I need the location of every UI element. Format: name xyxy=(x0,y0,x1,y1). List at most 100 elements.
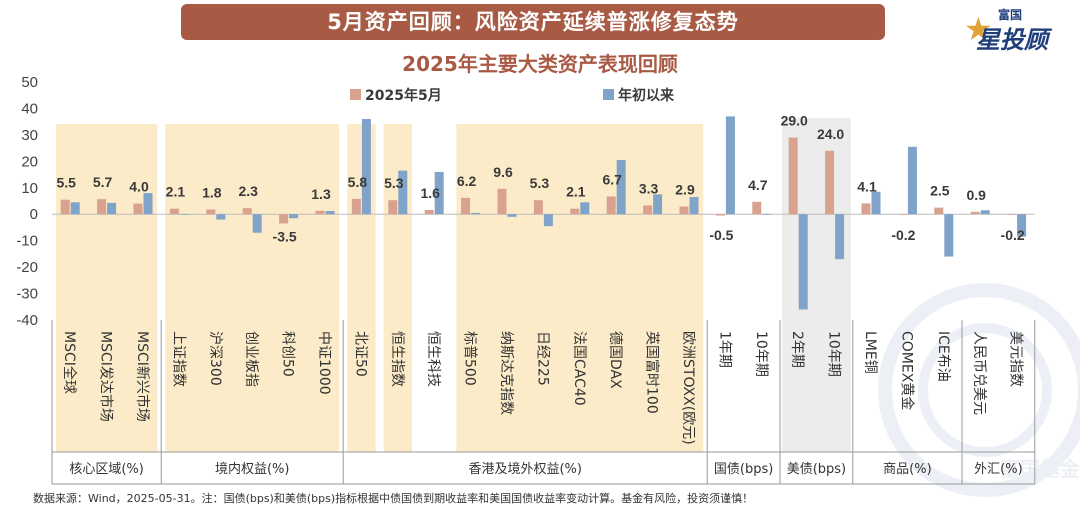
category-label: 10年期 xyxy=(826,331,842,377)
bar-may xyxy=(788,137,798,215)
bar-ytd xyxy=(107,202,117,215)
y-tick-label: 20 xyxy=(21,153,38,170)
bar-ytd xyxy=(580,202,590,215)
bar-ytd xyxy=(980,210,990,215)
bar-ytd xyxy=(944,214,954,257)
bar-ytd xyxy=(907,146,917,215)
bar-ytd xyxy=(398,170,408,215)
category-label: 2年期 xyxy=(789,331,805,368)
category-label: LME铜 xyxy=(862,331,878,374)
banner-title: 5月资产回顾：风险资产延续普涨修复态势 xyxy=(327,10,739,34)
bar-may xyxy=(533,200,543,215)
y-tick-label: -30 xyxy=(16,286,38,303)
category-label: 科创50 xyxy=(280,331,296,377)
y-tick-label: 40 xyxy=(21,100,38,117)
category-label: 美元指数 xyxy=(1008,331,1024,387)
group-label: 商品(%) xyxy=(883,462,932,477)
bar-ytd xyxy=(798,214,808,310)
data-label: 2.5 xyxy=(930,183,950,199)
data-label: 5.8 xyxy=(348,174,368,190)
data-label: -0.2 xyxy=(1001,227,1025,243)
y-tick-label: -10 xyxy=(16,233,38,250)
data-label: 6.7 xyxy=(602,172,622,188)
bar-ytd xyxy=(179,214,189,215)
bar-ytd xyxy=(616,160,626,215)
logo-small-text: 富国 xyxy=(998,8,1023,22)
bar-may xyxy=(970,211,980,215)
bar-ytd xyxy=(361,119,371,215)
category-label: 英国富时100 xyxy=(644,331,661,414)
legend-swatch xyxy=(603,89,614,100)
data-label: 5.3 xyxy=(530,175,550,191)
brand-logo: ★ 富国 星投顾 xyxy=(962,4,1074,54)
data-label: 0.9 xyxy=(966,187,986,203)
data-label: -3.5 xyxy=(273,228,297,244)
y-tick-label: 10 xyxy=(21,180,38,197)
highlight-band xyxy=(456,124,704,452)
group-label: 美债(bps) xyxy=(787,462,846,477)
group-label: 国债(bps) xyxy=(714,462,773,477)
y-tick-label: -40 xyxy=(16,312,38,329)
bar-ytd xyxy=(835,214,845,260)
data-label: 2.1 xyxy=(166,184,186,200)
data-label: 29.0 xyxy=(781,113,808,129)
bar-may xyxy=(315,210,325,215)
bar-may xyxy=(897,214,907,215)
group-label: 香港及境外权益(%) xyxy=(468,461,582,477)
data-label: 24.0 xyxy=(817,126,844,142)
highlight-band xyxy=(165,124,340,452)
data-label: 3.3 xyxy=(639,180,659,196)
chart-title: 2025年主要大类资产表现回顾 xyxy=(402,52,678,76)
bar-may xyxy=(934,207,944,215)
legend-label: 年初以来 xyxy=(618,87,675,104)
bar-may xyxy=(242,208,252,215)
category-label: 纳斯达克指数 xyxy=(498,331,514,415)
y-tick-label: 30 xyxy=(21,127,38,144)
bar-may xyxy=(606,196,616,215)
highlight-band xyxy=(56,124,158,452)
bar-ytd xyxy=(762,214,772,215)
data-label: 2.1 xyxy=(566,184,586,200)
group-label: 核心区域(%) xyxy=(69,462,144,477)
data-label: 6.2 xyxy=(457,173,477,189)
bar-ytd xyxy=(434,171,444,215)
bar-may xyxy=(861,203,871,215)
bar-may xyxy=(60,199,70,215)
category-label: 沪深300 xyxy=(207,331,223,386)
data-label: 4.1 xyxy=(857,178,877,194)
bar-ytd xyxy=(70,202,80,215)
logo-big-text: 星投顾 xyxy=(976,26,1048,54)
category-label: 恒生科技 xyxy=(425,331,441,387)
category-label: 人民币兑美元 xyxy=(971,331,987,415)
y-tick-label: -20 xyxy=(16,259,38,276)
bar-may xyxy=(279,214,289,224)
category-label: 法国CAC40 xyxy=(571,331,587,406)
category-label: MSCI新兴市场 xyxy=(134,331,151,422)
bar-ytd xyxy=(143,193,153,215)
bar-ytd xyxy=(471,212,481,215)
data-label: 1.8 xyxy=(202,184,222,200)
group-label: 境内权益(%) xyxy=(215,461,290,477)
bar-may xyxy=(206,209,216,215)
bar-may xyxy=(1007,214,1017,215)
data-label: 9.6 xyxy=(493,164,513,180)
category-label: 日经225 xyxy=(534,331,550,386)
bar-may xyxy=(643,205,653,215)
watermark-ring-icon xyxy=(878,283,1080,497)
category-label: ICE布油 xyxy=(935,331,951,382)
y-tick-label: 0 xyxy=(30,206,38,223)
category-label: 德国DAX xyxy=(607,331,623,389)
data-label: 5.7 xyxy=(93,174,113,190)
bar-may xyxy=(752,201,762,215)
footnote: 数据来源：Wind，2025-05-31。注：国债(bps)和美债(bps)指标… xyxy=(33,492,754,505)
category-label: 1年期 xyxy=(716,331,732,368)
highlight-band xyxy=(383,124,412,452)
category-label: 北证50 xyxy=(352,331,368,377)
bar-may xyxy=(715,214,725,216)
category-label: 中证1000 xyxy=(316,331,332,395)
bar-ytd xyxy=(871,191,881,215)
bar-ytd xyxy=(216,214,226,220)
category-label: 10年期 xyxy=(753,331,769,377)
bar-may xyxy=(388,200,398,215)
